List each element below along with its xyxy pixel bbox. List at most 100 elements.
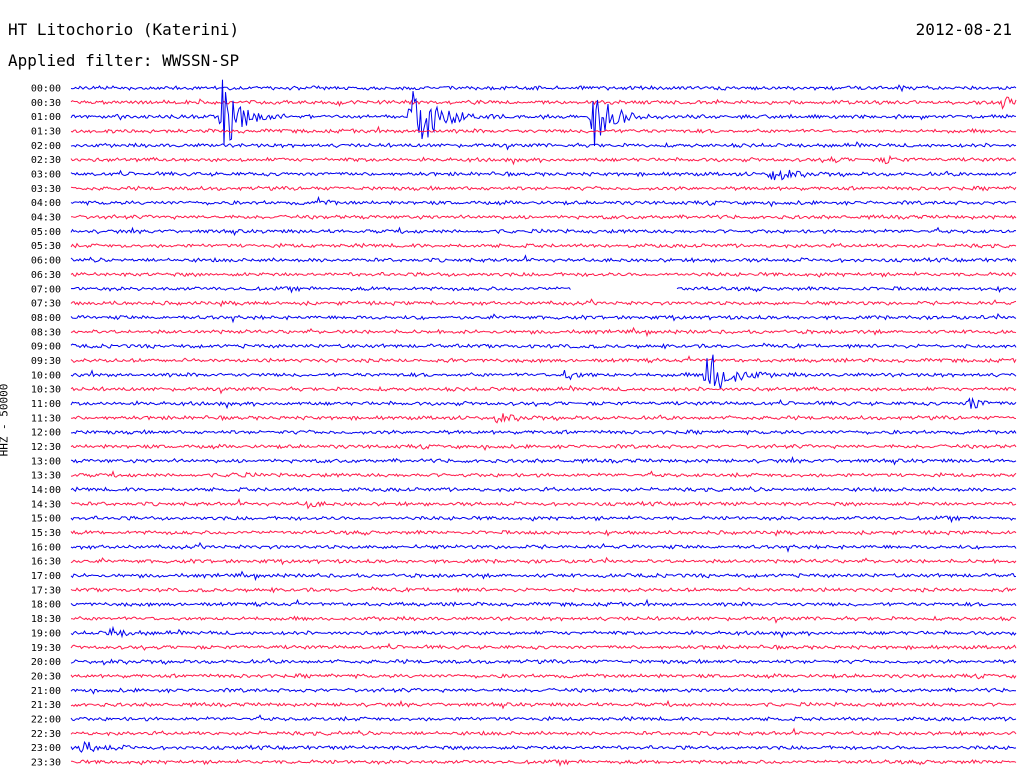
trace-row-2000 [70, 658, 1017, 666]
filter-label: Applied filter: WWSSN-SP [8, 51, 240, 70]
row-tick-label: 16:30 [31, 557, 61, 568]
row-tick-label: 17:30 [31, 585, 61, 596]
trace-row-1700 [70, 570, 1017, 582]
trace-row-0300 [70, 169, 1017, 181]
row-tick-label: 13:30 [31, 471, 61, 482]
trace-row-1030 [70, 384, 1017, 395]
trace-row-1730 [70, 586, 1017, 594]
trace-row-1430 [70, 498, 1017, 510]
row-tick-label: 18:00 [31, 600, 61, 611]
trace-row-2230 [70, 727, 1017, 737]
trace-row-1830 [71, 615, 1017, 624]
trace-row-0200 [70, 141, 1017, 151]
row-tick-label: 10:00 [31, 370, 61, 381]
trace-row-0930 [70, 355, 1017, 364]
row-tick-label: 07:30 [31, 299, 61, 310]
trace-row-1630 [70, 556, 1017, 566]
trace-row-1530 [70, 529, 1017, 537]
trace-row-0430 [71, 214, 1017, 221]
trace-row-2100 [70, 687, 1017, 695]
row-tick-label: 23:00 [31, 743, 61, 754]
trace-row-1100 [70, 396, 1017, 410]
trace-row-1400 [70, 485, 1017, 493]
trace-row-1230 [70, 443, 1017, 451]
row-tick-label: 12:00 [31, 428, 61, 439]
trace-row-0330 [70, 185, 1017, 192]
trace-row-0000 [70, 84, 1017, 93]
trace-row-2330 [70, 758, 1017, 767]
trace-row-1600 [70, 541, 1017, 553]
trace-row-0030 [70, 96, 1017, 110]
row-tick-label: 03:00 [31, 170, 61, 181]
row-tick-label: 04:00 [31, 198, 61, 209]
row-tick-label: 07:00 [31, 284, 61, 295]
trace-row-1000 [70, 354, 1017, 390]
trace-row-1930 [70, 642, 1017, 651]
trace-row-0530 [70, 242, 1017, 249]
trace-row-0130 [70, 125, 1017, 135]
row-tick-label: 23:30 [31, 757, 61, 768]
row-tick-label: 03:30 [31, 184, 61, 195]
trace-row-0600 [70, 254, 1017, 264]
row-tick-label: 01:30 [31, 127, 61, 138]
row-tick-label: 05:00 [31, 227, 61, 238]
trace-row-0100 [70, 79, 1017, 147]
row-tick-label: 13:00 [31, 456, 61, 467]
row-tick-label: 04:30 [31, 213, 61, 224]
row-tick-label: 22:00 [31, 714, 61, 725]
row-tick-label: 20:30 [31, 671, 61, 682]
row-tick-label: 11:00 [31, 399, 61, 410]
trace-row-1500 [70, 515, 1016, 524]
date-label: 2012-08-21 [915, 20, 1012, 39]
row-tick-label: 21:30 [31, 700, 61, 711]
row-tick-label: 01:00 [31, 112, 61, 123]
row-tick-label: 11:30 [31, 413, 61, 424]
row-tick-label: 02:00 [31, 141, 61, 152]
row-tick-label: 22:30 [31, 729, 61, 740]
trace-row-0630 [70, 271, 1017, 278]
trace-row-0730 [70, 298, 1017, 308]
row-tick-label: 15:30 [31, 528, 61, 539]
row-tick-label: 19:00 [31, 628, 61, 639]
trace-row-2200 [70, 714, 1017, 722]
row-tick-label: 10:30 [31, 385, 61, 396]
trace-row-1200 [71, 429, 1017, 436]
row-tick-label: 14:00 [31, 485, 61, 496]
row-tick-label: 08:30 [31, 327, 61, 338]
row-tick-label: 17:00 [31, 571, 61, 582]
row-tick-label: 15:00 [31, 514, 61, 525]
row-tick-label: 05:30 [31, 241, 61, 252]
trace-row-2130 [70, 699, 1017, 710]
trace-row-0400 [70, 195, 1017, 208]
trace-row-1300 [70, 456, 1017, 466]
row-tick-label: 18:30 [31, 614, 61, 625]
trace-row-1330 [70, 470, 1017, 478]
row-tick-label: 09:00 [31, 342, 61, 353]
row-tick-label: 12:30 [31, 442, 61, 453]
trace-row-0230 [70, 154, 1016, 166]
row-tick-label: 00:30 [31, 98, 61, 109]
row-tick-label: 09:30 [31, 356, 61, 367]
trace-row-0830 [70, 326, 1017, 338]
trace-row-2300 [70, 740, 1017, 753]
trace-row-0700 [70, 285, 1017, 294]
row-tick-label: 20:00 [31, 657, 61, 668]
row-tick-label: 06:00 [31, 256, 61, 267]
trace-row-0800 [70, 313, 1017, 324]
row-tick-label: 02:30 [31, 155, 61, 166]
row-tick-label: 19:30 [31, 643, 61, 654]
trace-row-0500 [70, 226, 1017, 237]
row-tick-label: 16:00 [31, 542, 61, 553]
row-tick-label: 14:30 [31, 499, 61, 510]
station-title: HT Litochorio (Katerini) [8, 20, 240, 39]
row-tick-label: 00:00 [31, 84, 61, 95]
trace-row-0900 [70, 342, 1017, 350]
trace-row-2030 [70, 672, 1017, 680]
row-tick-label: 21:00 [31, 686, 61, 697]
trace-row-1800 [70, 598, 1017, 608]
trace-row-1130 [70, 413, 1017, 424]
row-tick-label: 06:30 [31, 270, 61, 281]
trace-row-1900 [70, 625, 1017, 639]
row-tick-label: 08:00 [31, 313, 61, 324]
